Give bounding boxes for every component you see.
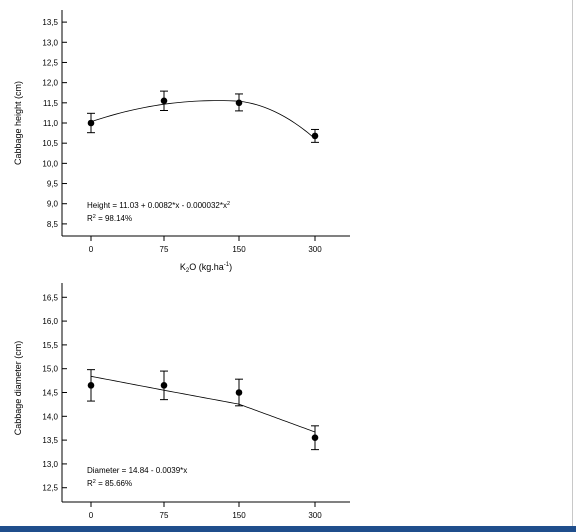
r2-sup: 2 (93, 479, 96, 485)
equation-text: Height = 11.03 + 0.0082*x - 0.000032*x (87, 201, 227, 210)
r-squared: R2 = 85.66% (87, 479, 132, 488)
y-tick-label: 15,5 (42, 341, 58, 350)
r2-label: R (87, 214, 93, 223)
y-tick-label: 14,5 (42, 389, 58, 398)
y-ticks: 8,5 9,0 9,5 10,0 10,5 11,0 11,5 12,0 12,5 13,0 13,… (42, 18, 67, 229)
x-tick-label: 75 (160, 245, 169, 254)
x-axis-label-main: K (180, 262, 186, 272)
x-axis-label-sup: -1 (224, 262, 230, 268)
x-ticks: 0 75 150 300 (89, 502, 322, 520)
x-axis-label-rest: O (kg.ha (189, 262, 224, 272)
y-tick-label: 14,0 (42, 412, 58, 421)
y-tick-label: 12,5 (42, 484, 58, 493)
x-axis-label-sub: 2 (186, 268, 190, 274)
r-squared: R2 = 98.14% (87, 214, 132, 223)
r2-text: = 85.66% (96, 479, 132, 488)
y-tick-label: 13,5 (42, 18, 58, 27)
data-points (87, 90, 319, 143)
y-tick-label: 16,0 (42, 317, 58, 326)
y-tick-label: 15,0 (42, 365, 58, 374)
window-border-right (572, 0, 573, 526)
y-tick-label: 8,5 (47, 220, 59, 229)
data-points (87, 369, 319, 451)
y-tick-label: 12,5 (42, 58, 58, 67)
y-tick-label: 10,5 (42, 139, 58, 148)
y-tick-label: 9,5 (47, 180, 59, 189)
x-ticks: 0 75 150 300 (89, 236, 322, 254)
data-point (160, 382, 168, 389)
data-point (311, 434, 319, 442)
x-axis-label-end: ) (229, 262, 232, 272)
diameter-chart: 12,5 13,0 13,5 14,0 14,5 15,0 15,5 16,0 16,5 0 75… (13, 283, 350, 520)
x-tick-label: 0 (89, 511, 94, 520)
x-axis-label: K2O (kg.ha-1) (180, 262, 232, 274)
y-tick-label: 11,5 (43, 99, 59, 108)
y-tick-label: 12,0 (42, 79, 58, 88)
y-ticks: 12,5 13,0 13,5 14,0 14,5 15,0 15,5 16,0 16,5 (42, 293, 67, 493)
height-chart: 8,5 9,0 9,5 10,0 10,5 11,0 11,5 12,0 12,5 13,0 13,… (13, 10, 350, 274)
y-tick-label: 9,0 (47, 200, 59, 209)
data-point (235, 389, 243, 396)
x-tick-label: 150 (232, 511, 246, 520)
regression-equation: Height = 11.03 + 0.0082*x - 0.000032*x2 (87, 201, 230, 210)
y-axis-label: Cabbage height (cm) (13, 81, 23, 165)
data-point (311, 132, 319, 140)
x-tick-label: 75 (160, 511, 169, 520)
data-point (87, 119, 95, 127)
y-tick-label: 13,0 (42, 38, 58, 47)
y-axis-label: Cabbage diameter (cm) (13, 341, 23, 436)
data-point (160, 97, 168, 105)
x-tick-label: 300 (308, 511, 322, 520)
y-tick-label: 13,5 (42, 436, 58, 445)
data-point (235, 99, 243, 107)
r2-text: = 98.14% (96, 214, 132, 223)
fit-line (90, 375, 316, 433)
regression-equation: Diameter = 14.84 - 0.0039*x (87, 466, 187, 475)
x-tick-label: 0 (89, 245, 94, 254)
x-tick-label: 300 (308, 245, 322, 254)
y-tick-label: 16,5 (42, 293, 58, 302)
x-tick-label: 150 (232, 245, 246, 254)
y-tick-label: 13,0 (42, 460, 58, 469)
r2-sup: 2 (93, 214, 96, 220)
y-tick-label: 11,0 (43, 119, 59, 128)
fit-curve (90, 100, 316, 140)
y-tick-label: 10,0 (42, 159, 58, 168)
taskbar-strip (0, 526, 576, 532)
data-point (87, 382, 95, 389)
equation-sup: 2 (227, 201, 230, 207)
r2-label: R (87, 479, 93, 488)
